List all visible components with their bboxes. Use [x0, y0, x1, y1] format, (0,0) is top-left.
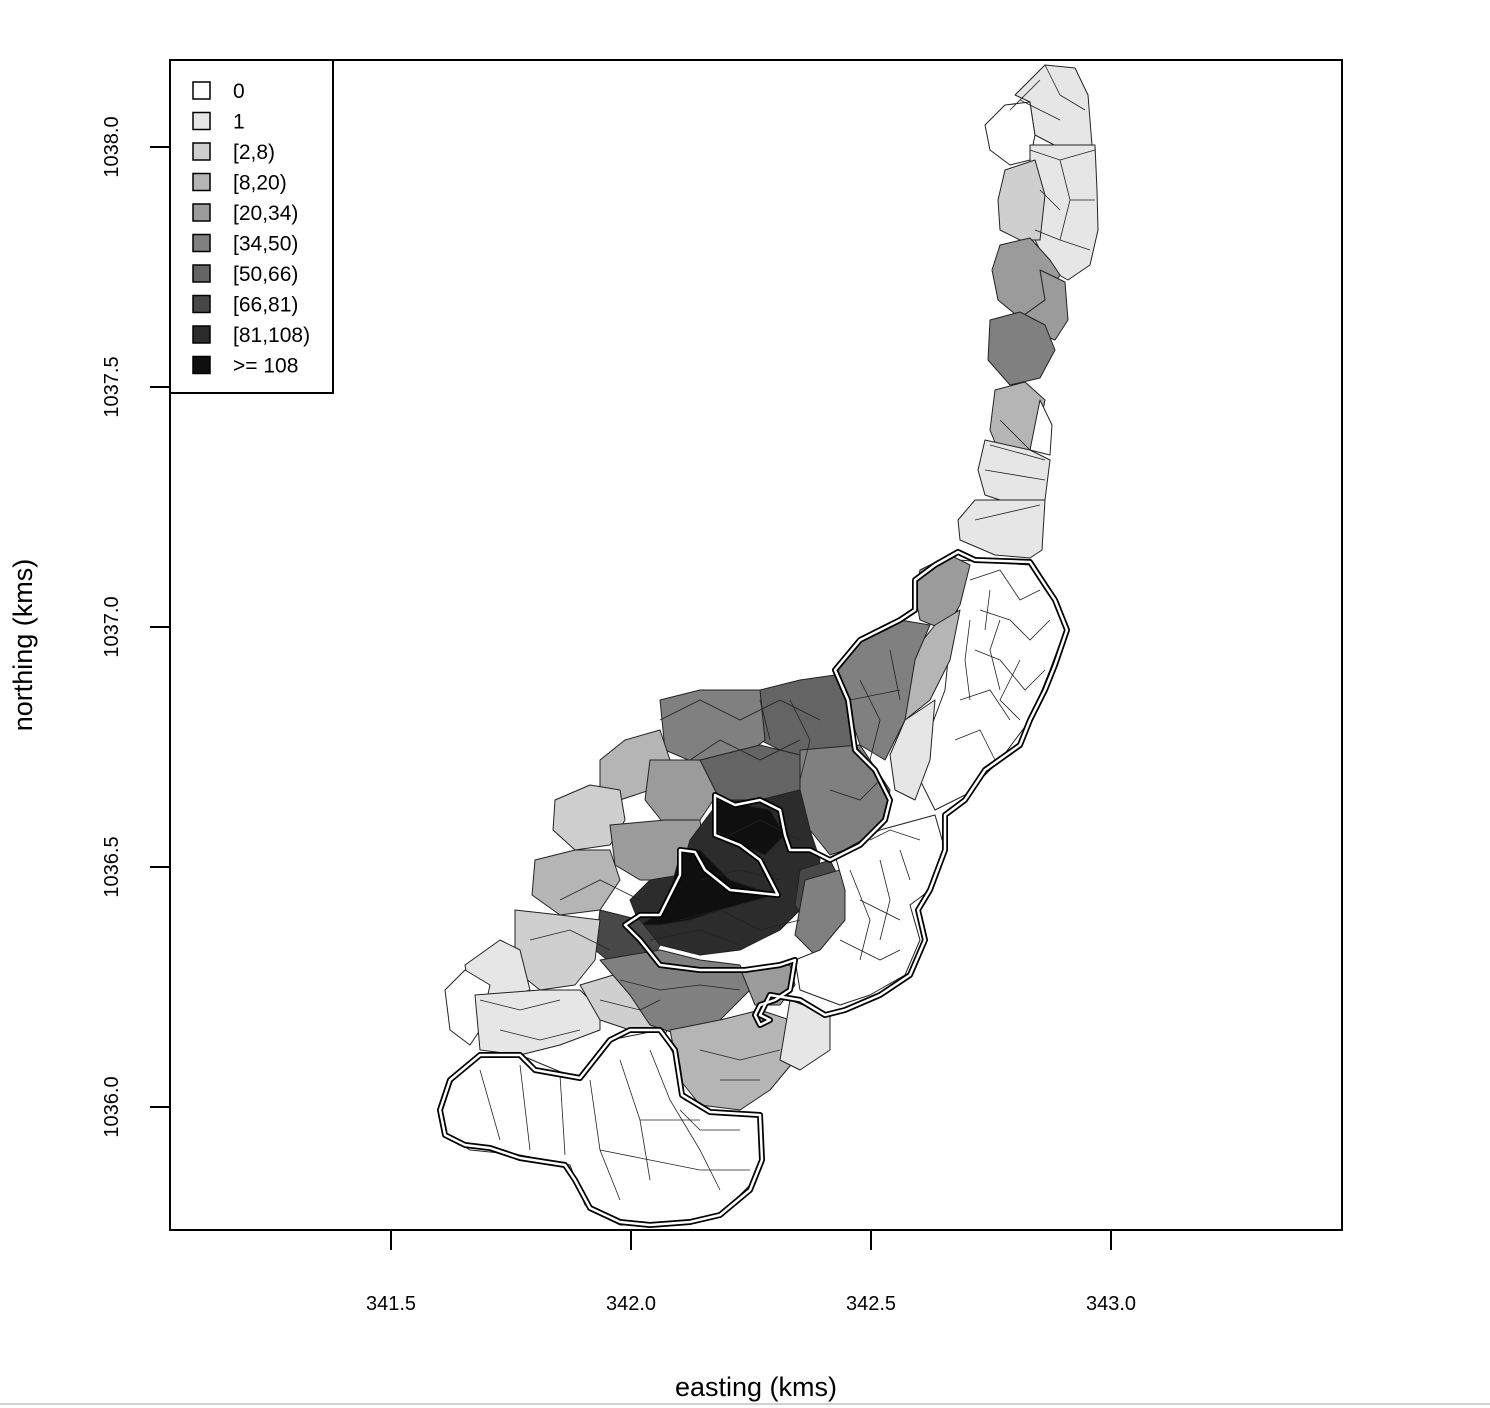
y-tick-label: 1036.5: [101, 836, 123, 897]
legend-swatch: [192, 355, 211, 375]
x-tick-label: 342.5: [846, 1293, 896, 1315]
y-tick-label: 1037.5: [101, 356, 123, 417]
legend-swatch: [192, 233, 211, 253]
region-cell: [997, 159, 1046, 241]
region-boundaries: [437, 549, 1070, 1228]
region-cell: [714, 799, 786, 856]
map-regions: [439, 64, 1099, 1226]
cell-edges: [479, 64, 1096, 1201]
bottom-rule: [0, 1403, 1490, 1405]
legend-swatch: [192, 264, 211, 283]
y-tick-label: 1038.0: [101, 116, 123, 177]
x-tick-label: 342.0: [606, 1293, 656, 1315]
legend-swatch: [192, 203, 211, 222]
region-cell: [984, 101, 1036, 166]
legend-label: [8,20): [233, 172, 287, 195]
legend-label: [50,66): [233, 263, 298, 286]
region-cell: [957, 499, 1046, 559]
legend-label: [2,8): [233, 141, 275, 164]
legend-swatch: [192, 325, 211, 344]
legend-swatch: [192, 294, 211, 314]
region-cell: [1029, 399, 1053, 456]
region-cell: [531, 849, 621, 916]
x-axis: 341.5 342.0 342.5 343.0 easting (kms): [366, 1229, 1136, 1402]
legend-swatch: [192, 81, 211, 100]
legend-swatch: [192, 172, 211, 192]
y-tick-label: 1037.0: [101, 596, 123, 657]
x-axis-title: easting (kms): [675, 1372, 837, 1402]
region-cell: [514, 909, 601, 991]
legend: 0 1 [2,8) [8,20) [20,34) [34,50) [50,66) [66,81…: [169, 59, 334, 394]
legend-label: [34,50): [233, 233, 298, 256]
y-axis: 1036.0 1036.5 1037.0 1037.5 1038.0 north…: [8, 116, 171, 1138]
region-cell: [889, 699, 936, 801]
x-tick-label: 343.0: [1086, 1293, 1136, 1315]
legend-label: 0: [233, 80, 245, 103]
legend-label: 1: [233, 111, 245, 134]
legend-swatch: [192, 111, 211, 131]
legend-label: [66,81): [233, 294, 298, 317]
region-cell: [987, 311, 1056, 386]
region-cell: [474, 989, 601, 1056]
region-cell: [669, 1009, 796, 1111]
legend-label: [81,108): [233, 324, 310, 347]
y-tick-label: 1036.0: [101, 1076, 123, 1137]
legend-label: >= 108: [233, 355, 298, 378]
legend-label: [20,34): [233, 202, 298, 225]
region-cell: [794, 814, 946, 1006]
y-axis-title: northing (kms): [8, 559, 38, 732]
legend-swatch: [192, 142, 211, 161]
x-tick-label: 341.5: [366, 1293, 416, 1315]
